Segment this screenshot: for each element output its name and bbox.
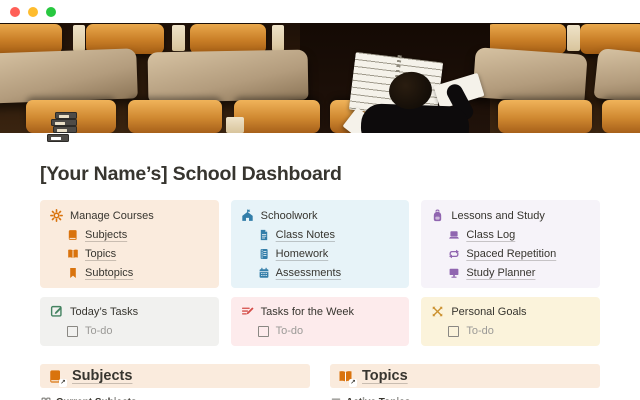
callout-schoolwork: Schoolwork Class Notes Homework [230, 200, 410, 288]
page-icon stacked-drawers-icon[interactable] [46, 112, 82, 147]
link-spaced-repetition[interactable]: Spaced Repetition [431, 248, 590, 260]
link-arrow-icon: ↗ [59, 378, 67, 387]
link-class-notes[interactable]: Class Notes [241, 229, 400, 241]
window-titlebar [0, 0, 640, 23]
callout-header-label: Lessons and Study [451, 209, 545, 222]
closed-book-icon [67, 229, 79, 241]
cover-seat-edge [73, 25, 85, 51]
link-arrow-icon: ↗ [349, 378, 357, 387]
cover-seatback [593, 48, 640, 104]
school-building-icon [241, 209, 254, 222]
link-subjects[interactable]: Subjects [50, 229, 209, 241]
desktop-icon [448, 267, 460, 279]
callout-header-label: Schoolwork [260, 209, 318, 222]
callout-header: Today’s Tasks [50, 305, 209, 318]
section-title-link[interactable]: Topics [362, 368, 408, 384]
callout-manage-courses: Manage Courses Subjects Topics [40, 200, 219, 288]
todo-item[interactable]: To-do [241, 325, 400, 337]
section-banner: ↗ Topics [330, 364, 600, 388]
list-pencil-icon [241, 305, 254, 318]
cover-seatback [472, 47, 588, 105]
tab-active-topics[interactable]: Active Topics [330, 395, 411, 400]
minimize-window-button[interactable] [28, 6, 38, 17]
calendar-icon [258, 267, 270, 279]
todo-item[interactable]: To-do [50, 325, 209, 337]
open-book-icon [67, 248, 79, 260]
callout-header: Schoolwork [241, 209, 400, 222]
section-banner: ↗ Subjects [40, 364, 310, 388]
page-content: [Your Name’s] School Dashboard Manage Co… [0, 163, 640, 400]
gear-icon [50, 209, 63, 222]
lecture-hall-photo [0, 23, 640, 133]
todo-checkbox[interactable] [257, 325, 269, 337]
link-study-planner[interactable]: Study Planner [431, 267, 590, 279]
link-topics[interactable]: Topics [50, 248, 209, 260]
callout-header-label: Manage Courses [70, 209, 154, 222]
callout-row-tasks: Today’s Tasks To-do Tasks for the Week T… [40, 297, 600, 346]
list-view-icon [331, 397, 341, 400]
link-assessments[interactable]: Assessments [241, 267, 400, 279]
cover-chair [498, 100, 592, 133]
view-tab-bar: Current Subjects [40, 394, 310, 400]
section-title-link[interactable]: Subjects [72, 368, 133, 384]
callout-row-links: Manage Courses Subjects Topics [40, 200, 600, 288]
page-title[interactable]: [Your Name’s] School Dashboard [40, 163, 342, 185]
open-book-link-icon: ↗ [338, 369, 357, 387]
section-topics: ↗ Topics Active Topics [330, 364, 600, 400]
cover-seatback [147, 49, 309, 103]
page-cover-image [0, 23, 640, 142]
close-window-button[interactable] [10, 6, 20, 17]
backpack-icon [431, 209, 444, 222]
bookmark-icon [67, 267, 79, 279]
database-sections: ↗ Subjects Current Subjects [40, 364, 600, 400]
callout-header-label: Personal Goals [451, 305, 527, 318]
callout-header-label: Today’s Tasks [70, 305, 139, 318]
memo-pencil-icon [50, 305, 63, 318]
callout-todays-tasks: Today’s Tasks To-do [40, 297, 219, 346]
cover-chair [602, 100, 640, 133]
cover-seat-edge [226, 117, 244, 133]
view-tab-bar: Active Topics [330, 394, 600, 400]
todo-item[interactable]: To-do [431, 325, 590, 337]
callout-header: Manage Courses [50, 209, 209, 222]
cover-chair [190, 24, 266, 54]
cover-chair [128, 100, 222, 133]
link-subtopics[interactable]: Subtopics [50, 267, 209, 279]
cover-seatback [0, 48, 138, 104]
todo-checkbox[interactable] [67, 325, 78, 337]
crossed-arrows-icon [431, 305, 444, 318]
link-class-log[interactable]: Class Log [431, 229, 590, 241]
cover-chair [0, 24, 62, 54]
callout-lessons-and-study: Lessons and Study Class Log Spaced Repet… [421, 200, 600, 288]
callout-header: Lessons and Study [431, 209, 590, 222]
document-icon [258, 229, 270, 241]
cover-seat-edge [172, 25, 185, 51]
callout-header: Tasks for the Week [241, 305, 400, 318]
notebook-icon [258, 248, 270, 260]
callout-personal-goals: Personal Goals To-do [421, 297, 600, 346]
cover-chair [234, 100, 320, 133]
callout-tasks-for-the-week: Tasks for the Week To-do [230, 297, 410, 346]
closed-book-link-icon: ↗ [48, 369, 67, 387]
section-subjects: ↗ Subjects Current Subjects [40, 364, 310, 400]
link-homework[interactable]: Homework [241, 248, 400, 260]
cover-seat-edge [567, 25, 580, 51]
todo-checkbox[interactable] [448, 325, 460, 337]
cover-seat-edge [272, 25, 284, 51]
cycle-arrows-icon [448, 248, 460, 260]
laptop-icon [448, 229, 460, 241]
tab-current-subjects[interactable]: Current Subjects [40, 395, 138, 400]
callout-header: Personal Goals [431, 305, 590, 318]
zoom-window-button[interactable] [46, 6, 56, 17]
callout-header-label: Tasks for the Week [260, 305, 354, 318]
